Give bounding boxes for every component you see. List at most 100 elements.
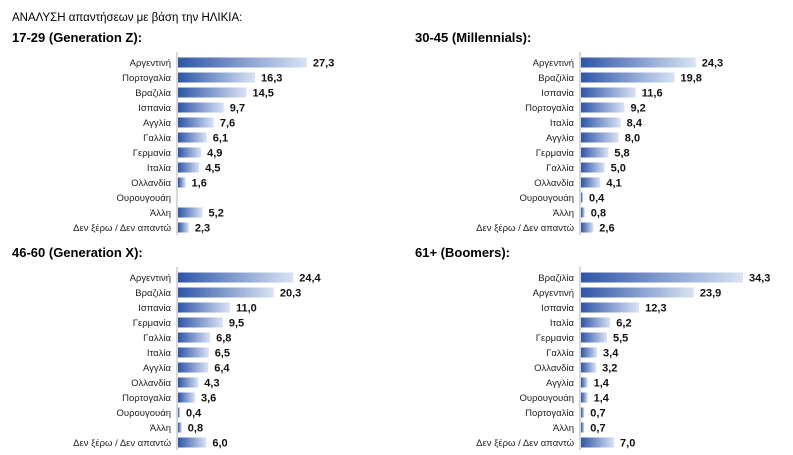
value-label: 4,9 <box>207 148 222 160</box>
value-label: 0,8 <box>591 208 606 220</box>
category-label: Δεν ξέρω / Δεν απαντώ <box>476 223 574 234</box>
page-title: ΑΝΑΛΥΣΗ απαντήσεων με βάση την ΗΛΙΚΙΑ: <box>12 12 243 24</box>
category-label: Αργεντινή <box>533 58 574 69</box>
bar <box>581 117 621 128</box>
value-label: 3,4 <box>603 348 619 360</box>
category-label: Ιταλία <box>147 348 172 359</box>
category-label: Δεν ξέρω / Δεν απαντώ <box>73 438 171 449</box>
bar <box>581 392 588 403</box>
category-label: Άλλη <box>553 208 574 219</box>
value-label: 0,7 <box>590 423 605 435</box>
category-label: Ουρουγουάη <box>117 408 171 419</box>
category-label: Ισπανία <box>138 103 171 114</box>
bar <box>178 147 202 158</box>
value-label: 1,4 <box>594 393 610 405</box>
bar <box>178 362 209 373</box>
value-label: 9,2 <box>630 103 645 115</box>
chart-title: 46-60 (Generation X): <box>12 245 143 260</box>
bar <box>178 177 186 188</box>
chart-title: 30-45 (Millennials): <box>415 30 532 45</box>
value-label: 3,2 <box>602 363 617 375</box>
category-label: Πορτογαλία <box>122 73 171 84</box>
bar <box>178 377 199 388</box>
chart-generation-z: 17-29 (Generation Z): Αργεντινή 27,3 Πορτο… <box>12 30 402 240</box>
bar <box>178 332 211 343</box>
bar <box>581 272 743 283</box>
bar <box>178 392 195 403</box>
value-label: 3,6 <box>201 393 216 405</box>
value-label: 14,5 <box>252 88 273 100</box>
value-label: 2,6 <box>599 223 614 235</box>
chart-title: 61+ (Boomers): <box>415 245 510 260</box>
value-label: 6,1 <box>213 133 228 145</box>
value-label: 19,8 <box>681 73 702 85</box>
value-label: 7,6 <box>220 118 235 130</box>
category-label: Αργεντινή <box>130 58 171 69</box>
value-label: 16,3 <box>261 73 282 85</box>
chart-title: 17-29 (Generation Z): <box>12 30 143 45</box>
value-label: 0,8 <box>188 423 203 435</box>
value-label: 9,7 <box>230 103 245 115</box>
bar <box>178 407 180 418</box>
bar <box>581 317 611 328</box>
category-label: Γερμανία <box>536 148 575 159</box>
value-label: 27,3 <box>313 58 334 70</box>
bar <box>178 437 207 448</box>
value-label: 11,6 <box>642 88 663 100</box>
category-label: Ουρουγουάη <box>520 393 574 404</box>
value-label: 9,5 <box>229 318 244 330</box>
bar <box>581 57 696 68</box>
bar <box>581 192 583 203</box>
category-label: Ολλανδία <box>131 378 171 389</box>
category-label: Γαλλία <box>143 133 171 144</box>
category-label: Άλλη <box>150 208 171 219</box>
category-label: Γερμανία <box>536 333 575 344</box>
value-label: 0,4 <box>186 408 202 420</box>
category-label: Αργεντινή <box>533 288 574 299</box>
value-label: 34,3 <box>749 273 770 285</box>
value-label: 0,7 <box>590 408 605 420</box>
category-label: Πορτογαλία <box>525 408 574 419</box>
bar <box>581 177 601 188</box>
category-label: Ιταλία <box>550 318 575 329</box>
chart-generation-x: 46-60 (Generation X): Αργεντινή 24,4 Βραζι… <box>12 245 402 455</box>
bar <box>178 422 182 433</box>
bar <box>178 317 223 328</box>
bar <box>581 287 694 298</box>
value-label: 6,8 <box>216 333 231 345</box>
category-label: Αργεντινή <box>130 273 171 284</box>
bar <box>581 437 615 448</box>
value-label: 24,3 <box>702 58 723 70</box>
value-label: 6,0 <box>212 438 227 450</box>
category-label: Αγγλία <box>143 118 172 129</box>
category-label: Ολλανδία <box>534 178 574 189</box>
bar <box>581 362 597 373</box>
category-label: Βραζιλία <box>135 288 171 299</box>
category-label: Αγγλία <box>143 363 172 374</box>
category-label: Ιταλία <box>550 118 575 129</box>
value-label: 12,3 <box>645 303 666 315</box>
value-label: 23,9 <box>700 288 721 300</box>
bar <box>178 272 294 283</box>
category-label: Αγγλία <box>546 133 575 144</box>
bar-chart-plot: Αργεντινή 27,3 Πορτογαλία 16,3 Βραζιλία 14,5 Ι… <box>73 52 334 235</box>
bar-chart-plot: Αργεντινή 24,4 Βραζιλία 20,3 Ισπανία 11,0 Γερμ… <box>73 267 322 450</box>
bar-chart-plot: Βραζιλία 34,3 Αργεντινή 23,9 Ισπανία 12,3 Ιταλ… <box>476 267 770 450</box>
bar <box>581 302 640 313</box>
category-label: Ουρουγουάη <box>520 193 574 204</box>
bar <box>581 407 585 418</box>
bar <box>178 117 214 128</box>
bar <box>581 87 636 98</box>
bar <box>178 57 307 68</box>
category-label: Πορτογαλία <box>525 103 574 114</box>
value-label: 1,4 <box>594 378 610 390</box>
value-label: 5,2 <box>209 208 224 220</box>
category-label: Ισπανία <box>541 88 574 99</box>
bar <box>178 347 209 358</box>
value-label: 5,0 <box>611 163 626 175</box>
category-label: Γερμανία <box>133 318 172 329</box>
bar <box>581 147 609 158</box>
value-label: 8,0 <box>625 133 640 145</box>
bar <box>178 132 207 143</box>
value-label: 4,1 <box>606 178 621 190</box>
